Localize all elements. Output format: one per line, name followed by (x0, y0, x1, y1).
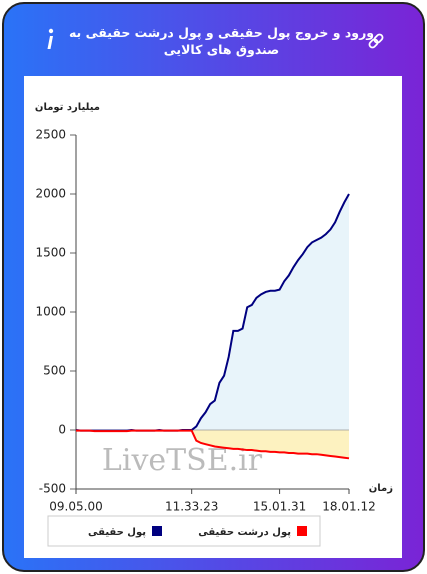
legend-label: پول درشت حقیقی (198, 527, 291, 538)
y-tick-label: 500 (43, 364, 66, 378)
y-tick-label: 1000 (35, 305, 66, 319)
y-tick-label: -500 (39, 482, 66, 496)
title: ورود و خروج پول حقیقی و پول درشت حقیقی ب… (68, 25, 375, 57)
info-icon (48, 28, 54, 34)
header-icons (47, 28, 384, 49)
x-tick-label: 18.01.12 (322, 500, 375, 514)
series-line (76, 429, 350, 460)
area (76, 194, 349, 431)
legend-box (47, 515, 321, 547)
legend-swatch (297, 526, 307, 536)
x-tick-label: 09.05.00 (49, 500, 102, 514)
y-tick-label: 2000 (35, 187, 66, 201)
y-axis-label: میلیارد تومان (35, 102, 100, 113)
info-icon (47, 36, 53, 49)
plot: LiveTSE.ir (76, 194, 349, 478)
y-tick-label: 1500 (35, 246, 66, 260)
area (76, 430, 349, 459)
x-tick-label: 15.01.31 (253, 500, 306, 514)
x-axis-label: زمان (369, 483, 393, 494)
link-icon (368, 33, 384, 49)
legend-swatch (152, 526, 162, 536)
y-tick-label: 2500 (35, 128, 66, 142)
y-tick-label: 0 (58, 423, 66, 437)
legend-label: پول حقیقی (88, 527, 146, 538)
x-tick-label: 11.33.23 (165, 500, 218, 514)
